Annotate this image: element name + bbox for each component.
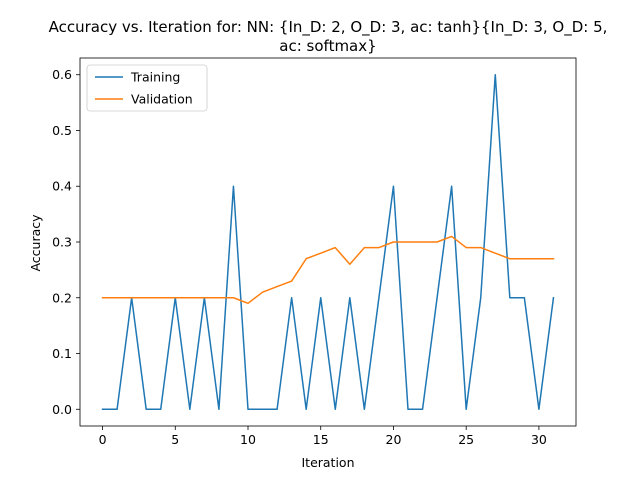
chart-title-line-1: Accuracy vs. Iteration for: NN: {In_D: 2… [49,18,608,37]
series-line-validation [101,235,555,305]
x-tick-label: 30 [531,432,547,447]
x-tick-label: 25 [458,432,474,447]
x-tick-label: 10 [240,432,256,447]
x-tick-label: 0 [99,432,107,447]
x-axis-label: Iteration [301,455,354,470]
y-tick-label: 0.2 [52,290,72,305]
legend-label-training: Training [130,70,180,85]
x-tick-label: 5 [171,432,179,447]
y-tick-label: 0.1 [52,346,72,361]
series-line-training [101,73,555,411]
x-tick-label: 15 [313,432,329,447]
y-tick-label: 0.6 [52,67,72,82]
y-tick-label: 0.3 [52,235,72,250]
y-tick-label: 0.0 [52,402,72,417]
chart-title-line-2: ac: softmax} [279,37,376,55]
x-tick-label: 20 [386,432,402,447]
y-axis-label: Accuracy [28,214,43,272]
legend-label-validation: Validation [131,92,193,107]
plot-area: 0 5 10 15 20 25 30 0.0 0.1 0.2 0.3 0.4 0.5 0.6 Trainin… [52,57,577,447]
y-tick-label: 0.4 [52,179,72,194]
y-tick-label: 0.5 [52,123,72,138]
